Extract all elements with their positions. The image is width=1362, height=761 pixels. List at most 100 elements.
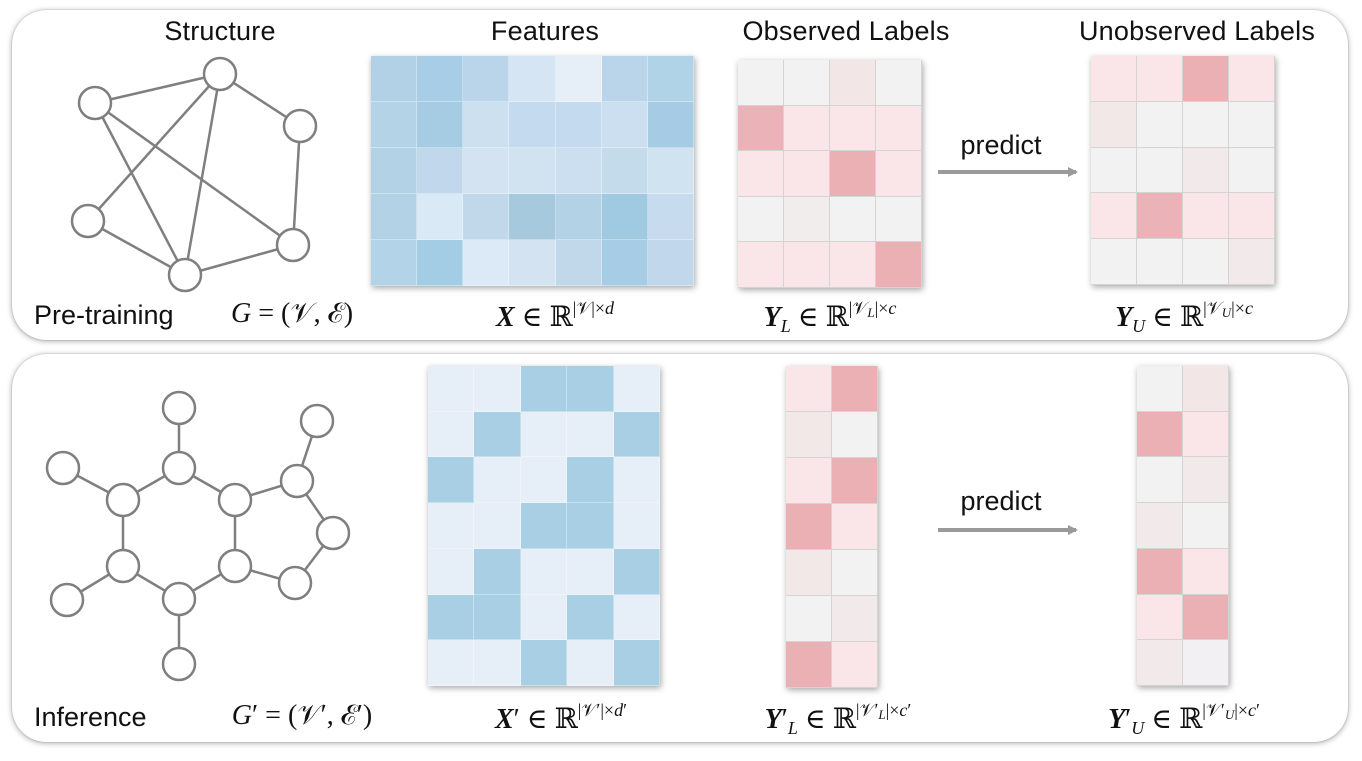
matrix-cell: [784, 105, 830, 152]
matrix-cell: [876, 60, 922, 106]
matrix-cell: [1137, 640, 1183, 686]
matrix-cell: [876, 151, 922, 197]
matrix-cell: [786, 504, 832, 550]
matrix-cell: [786, 458, 832, 504]
matrix-cell: [738, 60, 784, 106]
graph-node: [299, 403, 335, 439]
matrix-cell: [520, 366, 568, 412]
matrix-cell: [601, 240, 648, 286]
matrix-cell: [1091, 56, 1137, 102]
matrix-cell: [474, 457, 521, 504]
matrix-cell: [786, 596, 832, 642]
matrix-cell: [1091, 239, 1137, 285]
matrix-cell: [601, 56, 648, 102]
inference-graph: [62, 408, 335, 664]
matrix-cell: [463, 56, 510, 102]
matrix-cell: [1137, 548, 1183, 595]
matrix-cell: [1091, 193, 1137, 240]
matrix-cell: [1137, 457, 1183, 504]
stage-label-pretraining: Pre-training: [34, 300, 174, 330]
matrix-cell: [567, 411, 614, 458]
matrix-cell: [1229, 239, 1275, 285]
matrix-cell: [1183, 594, 1229, 641]
matrix-cell: [1137, 594, 1183, 641]
formula-graph-pretraining: G = (𝒱, ℰ): [230, 298, 354, 329]
pretraining-graph-nodes: [70, 56, 318, 293]
matrix-cell: [417, 148, 464, 194]
matrix-cell: [647, 148, 694, 194]
matrix-cell: [613, 548, 660, 595]
matrix-cell: [567, 457, 614, 504]
matrix-cell: [567, 366, 614, 412]
graph-node: [282, 108, 318, 144]
matrix-cell: [601, 102, 648, 148]
matrix-cell: [613, 594, 660, 641]
matrix-cell: [832, 550, 878, 596]
stage-label-inference: Inference: [34, 702, 147, 732]
matrix-cell: [474, 640, 521, 686]
predict-label-top: predict: [960, 130, 1042, 160]
matrix-cell: [474, 594, 521, 641]
matrix-cell: [428, 457, 475, 504]
matrix-cell: [1137, 239, 1183, 285]
matrix-cell: [832, 642, 878, 688]
matrix-cell: [520, 548, 568, 595]
graph-node: [277, 565, 313, 601]
matrix-cell: [1137, 101, 1183, 148]
graph-node: [161, 646, 197, 682]
matrix-cell: [601, 194, 648, 240]
matrix-cell: [784, 196, 830, 243]
matrix-cell: [463, 148, 510, 194]
graph-node: [45, 450, 81, 486]
matrix-cell: [371, 148, 418, 194]
matrix-cell: [613, 640, 660, 686]
header-unobserved-labels: Unobserved Labels: [1078, 16, 1316, 46]
header-observed-labels: Observed Labels: [742, 16, 950, 46]
graph-node: [77, 85, 113, 121]
matrix-cell: [830, 196, 876, 243]
features-matrix-pretraining: [371, 56, 694, 286]
matrix-cell: [1137, 56, 1183, 102]
observed-labels-matrix-inference: [786, 366, 878, 688]
matrix-cell: [647, 102, 694, 148]
graph-node: [161, 581, 197, 617]
matrix-cell: [474, 548, 521, 595]
formula-features-inference: X′ ∈ ℝ|𝒱′|×d′: [494, 700, 628, 735]
matrix-cell: [1091, 147, 1137, 194]
formula-observed-pretraining: YL ∈ ℝ|𝒱L|×c: [763, 298, 897, 336]
matrix-cell: [738, 196, 784, 243]
graph-node: [315, 515, 351, 551]
matrix-cell: [1137, 503, 1183, 549]
matrix-cell: [509, 148, 556, 194]
matrix-cell: [567, 640, 614, 686]
matrix-cell: [876, 196, 922, 243]
matrix-cell: [1183, 147, 1229, 194]
graph-node: [161, 390, 197, 426]
graph-node: [161, 450, 197, 486]
matrix-cell: [474, 503, 521, 549]
matrix-cell: [1137, 411, 1183, 458]
matrix-cell: [738, 242, 784, 288]
matrix-cell: [786, 642, 832, 688]
formula-features-pretraining: X ∈ ℝ|𝒱|×d: [495, 298, 615, 333]
matrix-cell: [1183, 503, 1229, 549]
formula-unobserved-inference: Y′U ∈ ℝ|𝒱′U|×c′: [1108, 700, 1260, 738]
matrix-cell: [1183, 101, 1229, 148]
matrix-cell: [463, 102, 510, 148]
matrix-cell: [1091, 101, 1137, 148]
matrix-cell: [428, 503, 475, 549]
matrix-cell: [428, 548, 475, 595]
matrix-cell: [520, 640, 568, 686]
matrix-cell: [1229, 56, 1275, 102]
matrix-cell: [1137, 366, 1183, 412]
matrix-cell: [1183, 457, 1229, 504]
matrix-cell: [786, 550, 832, 596]
matrix-cell: [830, 60, 876, 106]
matrix-cell: [832, 596, 878, 642]
matrix-cell: [647, 240, 694, 286]
matrix-cell: [1137, 147, 1183, 194]
predict-label-bottom: predict: [960, 486, 1042, 516]
matrix-cell: [647, 56, 694, 102]
matrix-cell: [509, 56, 556, 102]
matrix-cell: [417, 102, 464, 148]
